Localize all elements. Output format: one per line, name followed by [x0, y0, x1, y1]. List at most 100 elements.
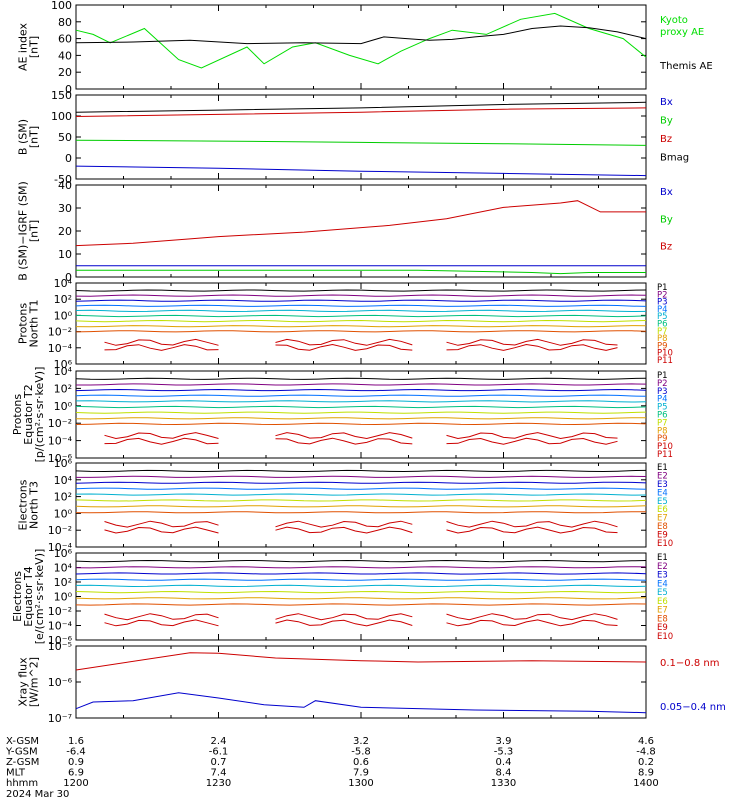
- y-tick-label: 10²: [54, 491, 72, 504]
- y-tick-label: 10⁻⁶: [48, 634, 73, 647]
- channel-label: E8: [657, 522, 668, 532]
- channel-trace: [446, 613, 618, 621]
- y-tick-label: 20: [58, 225, 72, 238]
- ephemeris-value: 1.6: [68, 736, 84, 747]
- y-tick-label: 10⁻⁷: [48, 712, 72, 725]
- channel-label: P10: [657, 349, 673, 359]
- channel-label: E3: [657, 480, 668, 490]
- channel-label: E7: [657, 514, 668, 524]
- channel-trace: [104, 437, 219, 445]
- channel-label: E6: [657, 597, 668, 607]
- y-tick-label: 10⁻²: [48, 524, 72, 537]
- channel-label: P1: [657, 283, 668, 293]
- series-line: [75, 25, 647, 45]
- y-axis-label: Protons: [17, 303, 30, 344]
- y-tick-label: 10⁴: [54, 365, 73, 378]
- channel-trace: [446, 437, 618, 445]
- channel-trace: [446, 343, 618, 351]
- channel-label: P11: [657, 450, 673, 460]
- ephemeris-value: -6.4: [66, 747, 86, 758]
- channel-trace: [75, 294, 647, 297]
- y-axis-label: Protons: [11, 394, 24, 435]
- channel-trace: [75, 584, 647, 588]
- channel-label: E10: [657, 632, 673, 642]
- y-tick-label: 40: [58, 49, 72, 62]
- channel-trace: [446, 526, 618, 534]
- channel-trace: [75, 330, 647, 333]
- y-axis-label: North T1: [28, 300, 41, 348]
- legend-label: Bz: [660, 134, 672, 145]
- channel-label: P7: [657, 418, 668, 428]
- legend-label: 0.1−0.8 nm: [660, 658, 719, 669]
- y-tick-label: 10⁴: [54, 474, 73, 487]
- channel-trace: [75, 590, 647, 594]
- legend-label: By: [660, 116, 673, 127]
- y-tick-label: 10⁻⁴: [48, 342, 73, 355]
- ephemeris-value: 4.6: [638, 736, 654, 747]
- channel-trace: [104, 432, 219, 440]
- channel-trace: [75, 319, 647, 323]
- legend-label: Bx: [660, 187, 673, 198]
- channel-label: E4: [657, 488, 668, 498]
- channel-trace: [75, 309, 647, 313]
- channel-trace: [104, 520, 219, 528]
- channel-trace: [75, 299, 647, 302]
- channel-trace: [104, 338, 219, 346]
- channel-trace: [75, 417, 647, 420]
- y-axis-label: Electrons: [17, 479, 30, 530]
- channel-label: E5: [657, 588, 668, 598]
- y-axis-label: [nT]: [28, 126, 41, 148]
- series-line: [75, 692, 647, 714]
- y-tick-label: 10⁴: [54, 562, 73, 575]
- ephemeris-value: 0.4: [496, 757, 512, 768]
- ephemeris-value: 0.2: [638, 757, 654, 768]
- channel-trace: [75, 469, 647, 473]
- y-axis-label: [W/m^2]: [28, 657, 41, 707]
- ephemeris-value: 0.7: [211, 757, 227, 768]
- channel-label: P4: [657, 395, 668, 405]
- ephemeris-value: 8.9: [638, 768, 654, 779]
- ephemeris-value: 6.9: [68, 768, 84, 779]
- y-tick-label: 10⁻⁵: [48, 640, 72, 653]
- channel-trace: [446, 432, 618, 440]
- y-tick-label: 10⁻⁴: [48, 541, 73, 554]
- y-tick-label: 10⁻⁴: [48, 620, 73, 633]
- ephemeris-value: 1230: [206, 778, 231, 789]
- series-line: [75, 139, 647, 146]
- channel-label: E1: [657, 463, 668, 473]
- channel-trace: [76, 383, 647, 386]
- channel-trace: [75, 377, 647, 380]
- panel-8: 10⁻⁷ 10⁻⁶ 10⁻⁵ Xray flux[W/m^2] 0.1−0.8 nm 0.…: [17, 640, 726, 725]
- y-tick-label: 10⁻²: [48, 326, 72, 339]
- channel-trace: [75, 566, 647, 569]
- series-line: [75, 165, 647, 177]
- channel-trace: [75, 578, 647, 581]
- y-tick-label: 40: [58, 179, 72, 192]
- y-tick-label: 10⁰: [54, 400, 73, 413]
- ephemeris-value: -4.8: [636, 747, 656, 758]
- series-line: [75, 12, 647, 69]
- y-tick-label: 0: [65, 271, 72, 284]
- channel-label: P10: [657, 442, 673, 452]
- channel-label: P5: [657, 312, 668, 322]
- y-tick-label: 10²: [54, 576, 72, 589]
- ephemeris-value: 2.4: [211, 736, 227, 747]
- channel-trace: [75, 314, 647, 318]
- y-axis-label: AE index: [17, 22, 30, 71]
- y-tick-label: 10⁻⁶: [48, 676, 73, 689]
- channel-label: P9: [657, 341, 668, 351]
- panel-frame: [75, 282, 647, 365]
- ephemeris-value: 3.2: [353, 736, 369, 747]
- channel-label: P1: [657, 371, 668, 381]
- y-tick-label: 10²: [54, 293, 72, 306]
- channel-trace: [75, 487, 647, 490]
- panel-frame: [75, 462, 647, 548]
- channel-trace: [75, 289, 647, 292]
- channel-trace: [75, 325, 647, 328]
- y-tick-label: 10⁰: [54, 591, 73, 604]
- channel-trace: [75, 603, 647, 606]
- channel-label: E3: [657, 571, 668, 581]
- y-tick-label: 0: [65, 83, 72, 96]
